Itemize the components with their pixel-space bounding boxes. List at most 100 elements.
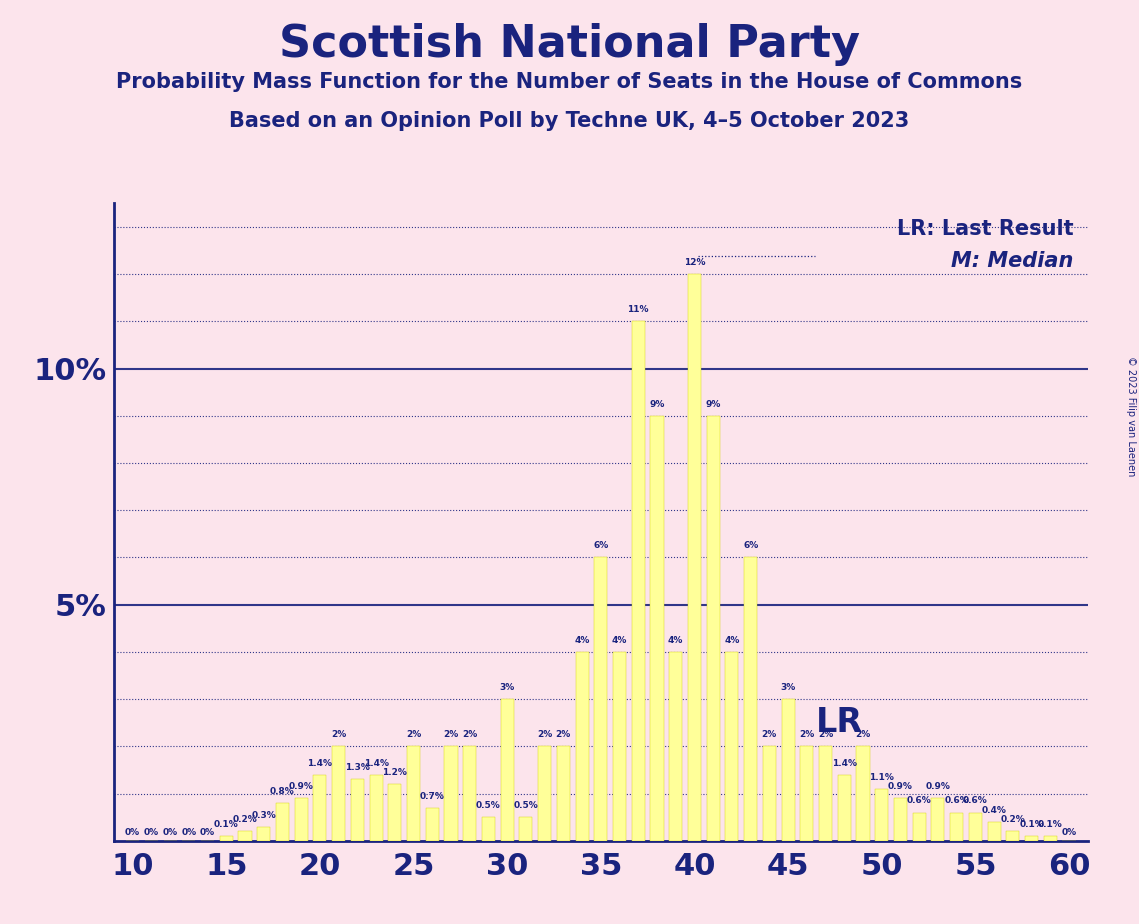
Bar xyxy=(595,557,607,841)
Bar xyxy=(501,699,514,841)
Bar xyxy=(650,416,664,841)
Text: 2%: 2% xyxy=(556,730,571,739)
Text: 2%: 2% xyxy=(762,730,777,739)
Text: 0.1%: 0.1% xyxy=(214,820,239,829)
Bar xyxy=(444,747,458,841)
Text: 12%: 12% xyxy=(683,258,705,267)
Text: 0.5%: 0.5% xyxy=(476,801,501,810)
Bar xyxy=(482,817,495,841)
Bar xyxy=(538,747,551,841)
Text: 0.1%: 0.1% xyxy=(1038,820,1063,829)
Bar xyxy=(932,798,944,841)
Bar xyxy=(781,699,795,841)
Text: 2%: 2% xyxy=(818,730,834,739)
Text: 1.4%: 1.4% xyxy=(831,759,857,768)
Bar xyxy=(388,784,401,841)
Bar xyxy=(857,747,869,841)
Bar xyxy=(351,780,364,841)
Bar xyxy=(238,832,252,841)
Text: 4%: 4% xyxy=(574,636,590,645)
Text: 0.3%: 0.3% xyxy=(252,810,276,820)
Bar xyxy=(557,747,570,841)
Bar xyxy=(894,798,907,841)
Text: 0.5%: 0.5% xyxy=(514,801,539,810)
Text: 0.6%: 0.6% xyxy=(907,796,932,806)
Text: 0.9%: 0.9% xyxy=(926,783,950,791)
Bar xyxy=(1025,836,1038,841)
Text: Probability Mass Function for the Number of Seats in the House of Commons: Probability Mass Function for the Number… xyxy=(116,72,1023,92)
Text: 4%: 4% xyxy=(724,636,739,645)
Text: 2%: 2% xyxy=(405,730,421,739)
Text: 2%: 2% xyxy=(462,730,477,739)
Bar xyxy=(837,774,851,841)
Bar xyxy=(912,812,926,841)
Bar xyxy=(407,747,420,841)
Bar xyxy=(875,789,888,841)
Bar xyxy=(220,836,232,841)
Text: 1.1%: 1.1% xyxy=(869,772,894,782)
Text: LR: Last Result: LR: Last Result xyxy=(896,219,1073,239)
Text: 0%: 0% xyxy=(163,828,178,837)
Text: 2%: 2% xyxy=(443,730,459,739)
Text: 2%: 2% xyxy=(855,730,870,739)
Text: Scottish National Party: Scottish National Party xyxy=(279,23,860,67)
Text: 0.4%: 0.4% xyxy=(982,806,1007,815)
Text: 1.4%: 1.4% xyxy=(308,759,333,768)
Text: 0%: 0% xyxy=(1062,828,1076,837)
Text: 9%: 9% xyxy=(649,400,665,408)
Bar xyxy=(744,557,757,841)
Bar xyxy=(313,774,327,841)
Text: 1.2%: 1.2% xyxy=(383,768,408,777)
Text: M: Median: M: Median xyxy=(951,251,1073,271)
Text: 0.2%: 0.2% xyxy=(1000,815,1025,824)
Bar xyxy=(688,274,700,841)
Bar xyxy=(369,774,383,841)
Text: 11%: 11% xyxy=(628,305,649,314)
Text: 6%: 6% xyxy=(593,541,608,551)
Text: 0.2%: 0.2% xyxy=(232,815,257,824)
Text: 2%: 2% xyxy=(800,730,814,739)
Bar xyxy=(464,747,476,841)
Text: 2%: 2% xyxy=(536,730,552,739)
Bar xyxy=(801,747,813,841)
Bar xyxy=(988,822,1001,841)
Bar xyxy=(670,652,682,841)
Bar xyxy=(969,812,982,841)
Text: 3%: 3% xyxy=(500,683,515,692)
Text: 0.1%: 0.1% xyxy=(1019,820,1044,829)
Text: LR: LR xyxy=(817,706,863,739)
Text: 0%: 0% xyxy=(125,828,140,837)
Text: © 2023 Filip van Laenen: © 2023 Filip van Laenen xyxy=(1126,356,1136,476)
Bar xyxy=(276,803,289,841)
Text: 4%: 4% xyxy=(612,636,628,645)
Text: 0.8%: 0.8% xyxy=(270,787,295,796)
Text: 1.4%: 1.4% xyxy=(363,759,388,768)
Bar xyxy=(1043,836,1057,841)
Bar xyxy=(333,747,345,841)
Text: 1.3%: 1.3% xyxy=(345,763,370,772)
Bar xyxy=(613,652,626,841)
Bar xyxy=(295,798,308,841)
Bar xyxy=(426,808,439,841)
Text: 0%: 0% xyxy=(144,828,159,837)
Bar xyxy=(726,652,738,841)
Text: 9%: 9% xyxy=(705,400,721,408)
Bar xyxy=(257,827,270,841)
Text: Based on an Opinion Poll by Techne UK, 4–5 October 2023: Based on an Opinion Poll by Techne UK, 4… xyxy=(229,111,910,131)
Text: 0.9%: 0.9% xyxy=(289,783,313,791)
Text: 3%: 3% xyxy=(780,683,796,692)
Text: 4%: 4% xyxy=(669,636,683,645)
Bar xyxy=(819,747,833,841)
Text: 0%: 0% xyxy=(181,828,196,837)
Text: 0.9%: 0.9% xyxy=(888,783,912,791)
Text: 0.6%: 0.6% xyxy=(962,796,988,806)
Text: 0.7%: 0.7% xyxy=(420,792,444,801)
Bar xyxy=(575,652,589,841)
Bar xyxy=(706,416,720,841)
Text: 0%: 0% xyxy=(200,828,215,837)
Text: 0.6%: 0.6% xyxy=(944,796,969,806)
Text: 6%: 6% xyxy=(743,541,759,551)
Bar xyxy=(763,747,776,841)
Bar xyxy=(632,322,645,841)
Bar xyxy=(950,812,964,841)
